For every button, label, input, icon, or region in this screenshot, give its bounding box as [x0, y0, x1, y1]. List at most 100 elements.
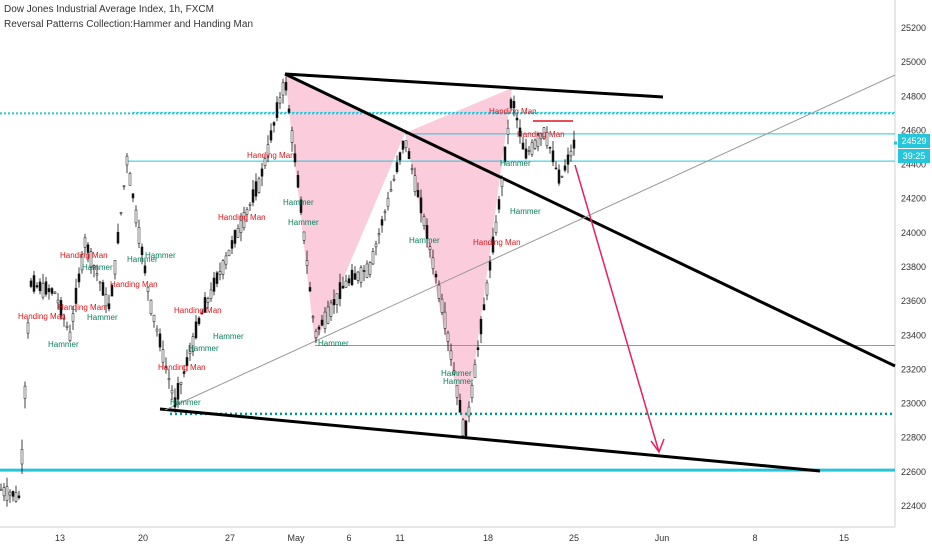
y-tick-label: 25200	[901, 23, 926, 33]
y-tick-label: 24600	[901, 125, 926, 135]
candle-body	[116, 231, 120, 244]
candle-body	[71, 313, 75, 322]
candle-body	[473, 364, 477, 379]
x-tick-label: Jun	[655, 533, 670, 543]
candle-body	[131, 193, 135, 199]
candle-body	[47, 288, 51, 293]
y-tick-label: 22400	[901, 501, 926, 511]
candle-body	[392, 178, 396, 181]
candle-body	[356, 271, 360, 281]
current-price-tag: 24529	[898, 134, 930, 148]
y-tick-label: 23800	[901, 262, 926, 272]
candle-body	[173, 397, 177, 408]
candle-body	[56, 299, 60, 304]
hammer-label: Hammer	[170, 398, 201, 407]
candle-body	[524, 148, 528, 159]
hammer-label: Hammer	[441, 369, 472, 378]
candle-body	[254, 181, 258, 197]
candle-body	[413, 175, 417, 192]
candle-body	[41, 283, 45, 298]
hammer-label: Hammer	[443, 377, 474, 386]
candle-body	[194, 321, 198, 339]
candle-body	[518, 127, 522, 137]
candle-body	[395, 162, 399, 172]
candle-body	[506, 127, 510, 135]
candle-body	[383, 211, 387, 214]
trend-line-lower	[159, 407, 821, 473]
candle-body	[311, 316, 315, 319]
hammer-label: Hammer	[87, 313, 118, 322]
candle-body	[353, 273, 357, 280]
candle-body	[485, 282, 489, 296]
candle-body	[134, 209, 138, 224]
candle-body	[287, 108, 291, 113]
x-tick-label: 27	[225, 533, 235, 543]
candle-body	[50, 288, 54, 294]
candle-body	[170, 389, 174, 394]
candle-body	[461, 419, 465, 436]
candle-body	[176, 383, 180, 400]
candle-body	[533, 139, 537, 149]
candle-body	[284, 81, 288, 91]
candle-body	[386, 197, 390, 207]
candle-body	[482, 304, 486, 311]
candle-body	[332, 299, 336, 306]
candle-body	[479, 319, 483, 335]
candle-body	[164, 366, 168, 368]
y-tick-label: 23400	[901, 330, 926, 340]
candle-body	[566, 154, 570, 165]
candle-body	[62, 317, 66, 320]
candle-body	[101, 282, 105, 296]
hanging-man-label: Handing Man	[18, 312, 66, 321]
candle-body	[275, 102, 279, 118]
chart-subtitle: Reversal Patterns Collection:Hammer and …	[4, 19, 254, 30]
candle-body	[530, 142, 534, 155]
candle-body	[185, 357, 189, 366]
candle-body	[425, 225, 429, 239]
candle-body	[245, 209, 249, 215]
hammer-label: Hammer	[288, 218, 319, 227]
candle-body	[440, 298, 444, 313]
y-tick-label: 22600	[901, 467, 926, 477]
candle-body	[563, 165, 567, 171]
candle-body	[446, 332, 450, 342]
candle-body	[122, 185, 126, 188]
candle-body	[95, 273, 99, 276]
candle-body	[560, 175, 564, 178]
candle-body	[497, 199, 501, 210]
candle-body	[77, 273, 81, 283]
candle-body	[272, 122, 276, 126]
candle-body	[89, 251, 93, 269]
x-tick-label: May	[287, 533, 305, 543]
candle-body	[308, 287, 312, 292]
x-tick-label: 6	[346, 533, 351, 543]
candle-body	[155, 328, 159, 332]
candle-body	[269, 130, 273, 141]
candle-body	[32, 275, 36, 292]
hammer-label: Hammer	[283, 198, 314, 207]
hanging-man-label: Handing Man	[58, 303, 106, 312]
hammer-label: Hammer	[409, 236, 440, 245]
candle-body	[329, 302, 333, 317]
y-tick-label: 24400	[901, 160, 926, 170]
hanging-man-label: Handing Man	[473, 238, 521, 247]
candle-body	[230, 240, 234, 249]
candle-body	[251, 189, 255, 203]
candle-body	[221, 260, 225, 275]
candle-body	[278, 97, 282, 104]
hammer-label: Hammer	[318, 339, 349, 348]
hammer-label: Hammer	[48, 340, 79, 349]
candle-body	[86, 244, 90, 253]
candle-body	[182, 371, 186, 374]
projection-arrow-head	[650, 438, 665, 454]
candle-body	[233, 230, 237, 244]
candle-body	[545, 132, 549, 146]
candle-body	[404, 140, 408, 148]
x-tick-label: 11	[395, 533, 404, 543]
x-tick-label: 25	[569, 533, 579, 543]
pattern-triangle	[285, 74, 405, 345]
hanging-man-label: Handing Man	[247, 151, 295, 160]
candle-body	[539, 133, 543, 140]
hammer-label: Hammer	[188, 344, 219, 353]
